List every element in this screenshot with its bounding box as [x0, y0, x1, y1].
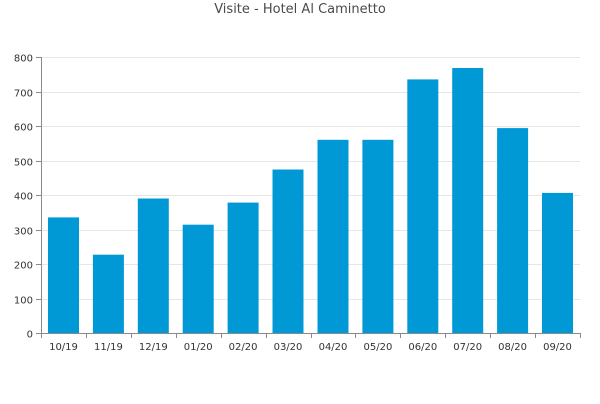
x-tick-label: 10/19	[49, 342, 78, 353]
bar-12-19[interactable]	[137, 198, 169, 334]
x-tick-label: 01/20	[184, 342, 213, 353]
y-tick-label: 800	[14, 54, 33, 65]
x-tick-label: 08/20	[498, 342, 527, 353]
x-tick-label: 02/20	[229, 342, 258, 353]
x-tick-label: 12/19	[139, 342, 168, 353]
bar-11-19[interactable]	[92, 254, 124, 333]
y-tick-label: 300	[14, 227, 33, 238]
y-tick-label: 500	[14, 158, 33, 169]
y-tick-label: 0	[27, 330, 33, 341]
x-tick-label: 07/20	[453, 342, 482, 353]
y-tick-label: 700	[14, 89, 33, 100]
x-tick-label: 03/20	[274, 342, 303, 353]
y-tick-label: 200	[14, 261, 33, 272]
x-tick-label: 06/20	[408, 342, 437, 353]
bars	[48, 68, 573, 334]
chart-title: Visite - Hotel Al Caminetto	[214, 2, 386, 17]
bar-08-20[interactable]	[497, 128, 529, 333]
bar-01-20[interactable]	[182, 224, 214, 333]
bar-03-20[interactable]	[272, 169, 304, 334]
x-tick-label: 11/19	[94, 342, 123, 353]
y-tick-label: 600	[14, 123, 33, 134]
y-tick-label: 400	[14, 192, 33, 203]
x-tick-label: 05/20	[363, 342, 392, 353]
x-tick-label: 04/20	[319, 342, 348, 353]
bar-04-20[interactable]	[317, 139, 349, 333]
axes	[36, 57, 581, 338]
gridlines	[41, 57, 580, 300]
y-tick-label: 100	[14, 296, 33, 307]
bar-02-20[interactable]	[227, 202, 259, 333]
bar-06-20[interactable]	[407, 79, 439, 334]
bar-07-20[interactable]	[452, 68, 484, 333]
bar-05-20[interactable]	[362, 139, 394, 333]
bar-10-19[interactable]	[48, 217, 79, 333]
x-tick-label: 09/20	[543, 342, 572, 353]
bar-09-20[interactable]	[542, 192, 573, 333]
tick-labels: 0 100 200 300 400 500 600 700 800 10/19 11/19 12/19…	[14, 54, 572, 354]
